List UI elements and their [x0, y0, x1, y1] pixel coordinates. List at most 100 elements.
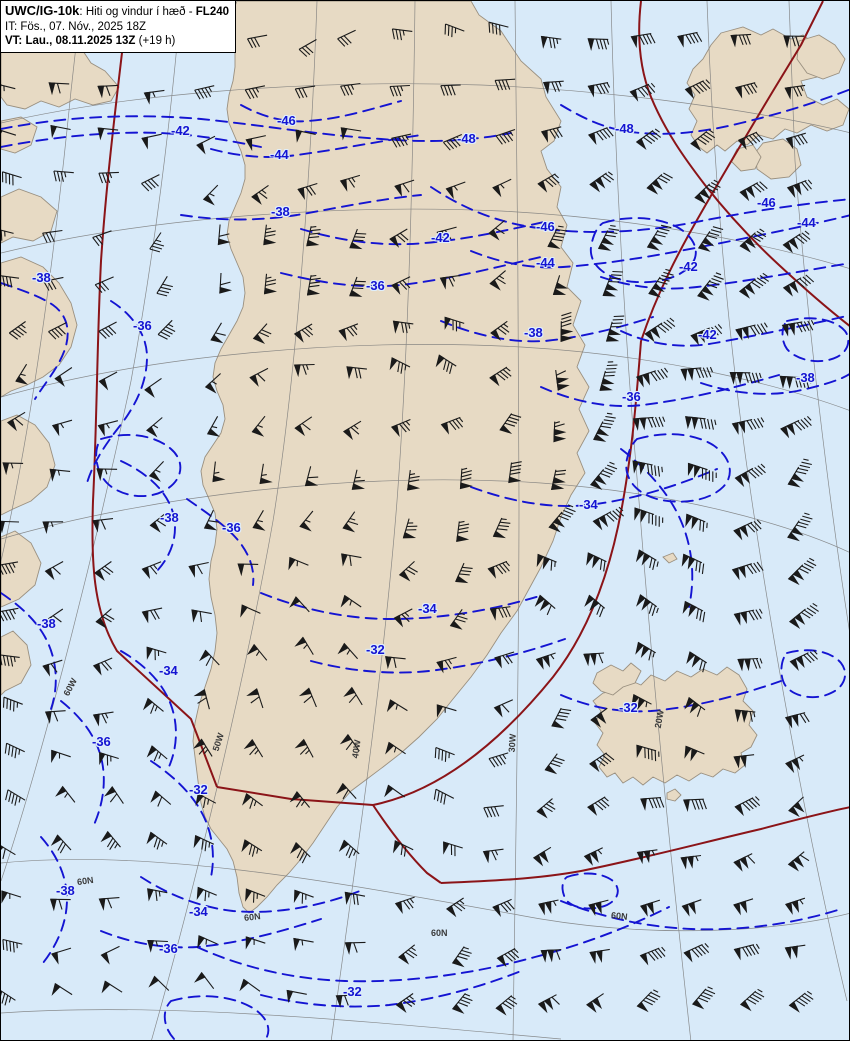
wind-barb [96, 468, 118, 482]
wind-barb [298, 687, 317, 708]
wind-barb [731, 417, 765, 435]
wind-barb [496, 948, 520, 968]
wind-barb [349, 276, 366, 297]
wind-barb [730, 33, 752, 48]
wind-barb [294, 416, 313, 437]
wind-barb [98, 897, 120, 911]
wind-barb [306, 226, 321, 247]
flight-level: FL240 [195, 6, 230, 18]
greenland-landmass [192, 1, 590, 914]
wind-barb [251, 184, 269, 205]
isotherm--36-a [280, 256, 542, 288]
wind-barb [398, 560, 418, 582]
wind-barb [219, 272, 233, 294]
wind-barb [49, 898, 71, 912]
wind-barb [147, 888, 168, 902]
wind-barb [683, 798, 707, 812]
wind-barb [537, 173, 560, 193]
wind-barb [592, 506, 624, 531]
isotherm--36-e [60, 700, 105, 828]
wind-barb [499, 413, 522, 435]
wind-barb [147, 940, 168, 953]
wind-barb [294, 738, 314, 758]
wind-barb [548, 504, 576, 533]
wind-barb [456, 520, 470, 542]
valid-time-value: Lau., 08.11.2025 13Z [25, 35, 136, 48]
wind-barb [440, 416, 464, 435]
wind-barb [648, 268, 674, 298]
wind-barb [4, 742, 25, 759]
wind-barb [593, 412, 616, 442]
isotherm--42-b [300, 220, 550, 246]
wind-barb [42, 229, 63, 243]
isotherm--38-e [120, 460, 176, 574]
wind-barb [455, 562, 473, 584]
wind-barb [245, 135, 266, 152]
wind-barb [188, 561, 209, 578]
wind-barb [632, 416, 666, 431]
wind-barb [263, 224, 277, 246]
wind-barb [734, 796, 761, 817]
wind-barb [1, 275, 20, 288]
wind-barb [639, 946, 666, 966]
wind-barb [787, 557, 817, 586]
isotherm-closed-cell-g [781, 317, 849, 363]
issue-time-prefix: IT: [5, 20, 18, 33]
wind-barb [100, 945, 120, 965]
wind-barb [252, 323, 272, 345]
wind-barb [784, 84, 806, 100]
wind-barb [589, 752, 615, 773]
baffin-island-mid [1, 188, 58, 244]
wind-barb [104, 786, 124, 804]
wind-barb [15, 363, 29, 385]
wind-barb [389, 84, 410, 97]
wind-barb [787, 458, 812, 488]
wind-barb [733, 754, 755, 769]
wind-barb [149, 512, 167, 533]
wind-barb [193, 971, 215, 990]
wind-barb [490, 320, 510, 341]
wind-barb [50, 834, 72, 854]
valid-time-prefix: VT: [5, 35, 23, 48]
wind-barb [697, 272, 724, 301]
wind-barb [492, 517, 511, 539]
wind-barb [599, 361, 618, 391]
wind-barb [786, 179, 813, 198]
wind-barb [690, 324, 723, 346]
wind-barb [483, 805, 504, 818]
wind-barb [605, 315, 625, 342]
wind-barb [636, 849, 658, 865]
wind-barb [390, 418, 411, 438]
wind-barb [245, 888, 266, 903]
isotherm--46-b [430, 186, 849, 233]
wind-barb [590, 461, 618, 490]
wind-barb [788, 990, 814, 1013]
isotherm--36-b [86, 300, 148, 484]
wind-barb [677, 31, 703, 48]
canada-coast-lower [1, 630, 32, 696]
title-colon: : [79, 6, 83, 18]
wind-barb [735, 322, 768, 341]
wind-barb [540, 35, 562, 49]
wind-barb [402, 518, 418, 539]
wind-barb [493, 699, 514, 718]
wind-barb [540, 949, 562, 963]
wind-barb [532, 846, 552, 867]
isotherm--34-d [140, 876, 366, 913]
wind-barb [630, 33, 656, 49]
meridian-0 [788, 1, 849, 631]
wind-barb [691, 986, 716, 1010]
wind-barb [252, 510, 266, 531]
fir-boundary-south-leg [216, 786, 374, 806]
meridian-20w [610, 1, 692, 1040]
wind-barb [210, 322, 226, 344]
wind-barb [739, 988, 765, 1012]
wind-barb [243, 738, 264, 758]
wind-barb-layer [1, 21, 819, 1016]
isotherm-closed-cell-d [561, 872, 619, 910]
wind-barb [646, 224, 672, 251]
wind-barb [589, 171, 615, 193]
isotherm--42-a [1, 131, 262, 148]
valid-time-line: VT: Lau., 08.11.2025 13Z (+19 h) [5, 34, 229, 49]
wind-barb [640, 797, 665, 811]
